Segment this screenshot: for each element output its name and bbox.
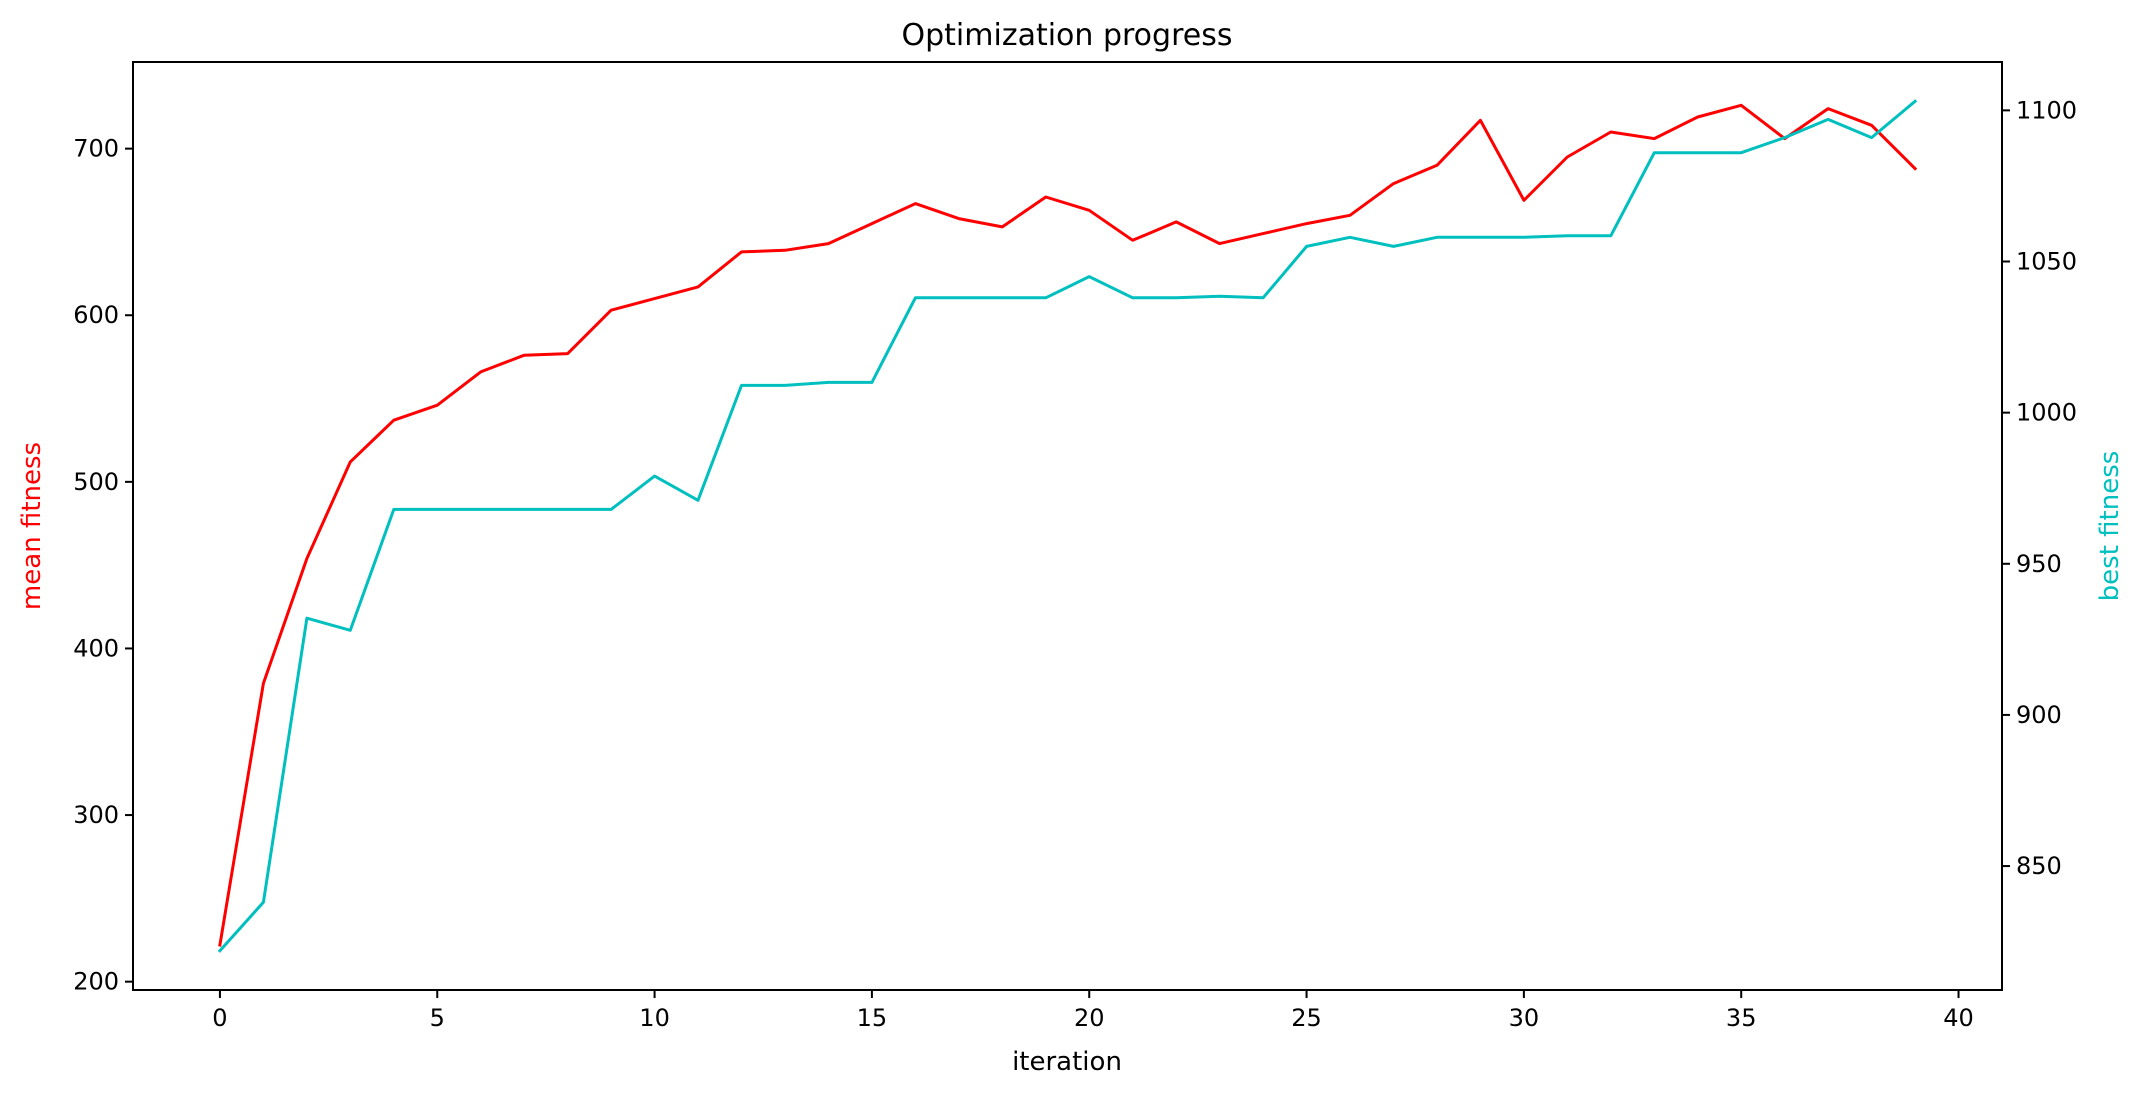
x-tick-label: 0	[212, 1004, 227, 1032]
right-y-axis-label: best fitness	[2095, 451, 2125, 602]
right-y-tick-label: 950	[2016, 550, 2062, 578]
series-line-best-fitness	[217, 99, 1918, 953]
x-tick-label: 10	[639, 1004, 670, 1032]
chart-title: Optimization progress	[902, 18, 1233, 53]
right-y-tick-label: 850	[2016, 852, 2062, 880]
x-tick-label: 35	[1726, 1004, 1757, 1032]
plot-area	[133, 62, 2002, 990]
left-y-tick-label: 400	[73, 634, 119, 662]
right-y-tick-label: 1050	[2016, 248, 2077, 276]
x-axis-ticks: 0 5 10 15 20 25 30 35 40	[212, 990, 1974, 1032]
x-tick-label: 15	[857, 1004, 888, 1032]
left-y-tick-label: 300	[73, 801, 119, 829]
x-tick-label: 40	[1943, 1004, 1974, 1032]
x-tick-label: 25	[1291, 1004, 1322, 1032]
right-y-tick-label: 900	[2016, 701, 2062, 729]
x-axis-label: iteration	[1012, 1047, 1122, 1077]
left-y-tick-label: 700	[73, 135, 119, 163]
right-y-tick-label: 1100	[2016, 96, 2077, 124]
x-tick-label: 20	[1074, 1004, 1105, 1032]
left-y-tick-label: 200	[73, 968, 119, 996]
right-y-axis-ticks: 850 900 950 1000 1050 1100	[2002, 96, 2077, 880]
left-y-axis-ticks: 200 300 400 500 600 700	[73, 135, 133, 996]
series-lines	[217, 99, 1918, 953]
right-y-tick-label: 1000	[2016, 399, 2077, 427]
x-tick-label: 30	[1509, 1004, 1540, 1032]
series-line-mean-fitness	[218, 103, 1918, 947]
left-y-tick-label: 500	[73, 468, 119, 496]
left-y-axis-label: mean fitness	[17, 442, 47, 610]
x-tick-label: 5	[430, 1004, 445, 1032]
plot-frame	[132, 61, 2003, 991]
left-y-tick-label: 600	[73, 301, 119, 329]
